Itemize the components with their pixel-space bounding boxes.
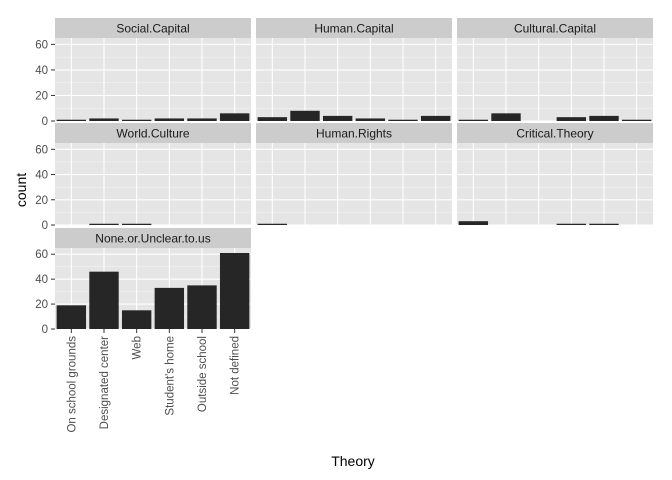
bar: [257, 223, 288, 225]
facet-panel: Human.Capital: [256, 18, 452, 122]
bar: [121, 119, 152, 121]
facet-strip: [256, 18, 452, 38]
panel-background: [457, 143, 653, 225]
y-tick-label: 20: [35, 195, 48, 207]
bar: [556, 117, 587, 121]
y-tick-label: 40: [35, 274, 48, 286]
bar: [322, 115, 353, 121]
bar: [187, 285, 217, 329]
facet-strip: [256, 123, 452, 143]
panel-background: [55, 38, 251, 121]
bar: [589, 115, 619, 121]
bar: [154, 287, 185, 329]
bar: [621, 119, 652, 121]
facet-panel: World.Culture 0 20 40 60: [35, 123, 251, 232]
bar: [89, 118, 119, 121]
y-tick-label: 0: [42, 220, 48, 232]
facet-panel: Critical.Theory: [457, 123, 653, 226]
y-tick-label: 0: [42, 116, 48, 128]
facet-strip-label: Social.Capital: [116, 22, 189, 36]
facet-panel: Social.Capital 0 20 40 60: [35, 18, 251, 128]
y-tick-label: 40: [35, 65, 48, 77]
panel-background: [457, 38, 653, 121]
y-tick-label: 60: [35, 144, 48, 156]
facet-strip-label: World.Culture: [116, 127, 189, 141]
y-axis-title: count: [13, 173, 29, 207]
x-axis-title: Theory: [331, 453, 375, 469]
facet-strip: [55, 228, 251, 248]
panel-background: [55, 248, 251, 329]
facet-strip-label: None.or.Unclear.to.us: [95, 232, 210, 246]
bar: [154, 118, 185, 121]
x-tick-label: Designated center: [99, 336, 111, 430]
facet-panel: Human.Rights: [256, 123, 452, 226]
facet-strip-label: Human.Rights: [316, 127, 392, 141]
panel-background: [256, 38, 452, 121]
facet-strip-label: Cultural.Capital: [514, 22, 596, 36]
bar: [121, 223, 152, 225]
y-tick-label: 40: [35, 170, 48, 182]
y-tick-label: 20: [35, 90, 48, 102]
facet-strip: [55, 123, 251, 143]
facet-strip: [55, 18, 251, 38]
x-tick-label: Not defined: [230, 336, 242, 395]
x-tick-label: Outside school: [197, 336, 209, 412]
bar: [458, 221, 489, 225]
y-tick-label: 0: [42, 324, 48, 336]
bar: [89, 271, 119, 329]
y-tick-label: 60: [35, 249, 48, 261]
facet-panel: None.or.Unclear.to.us 0 20 40 60 On school gr…: [35, 228, 251, 433]
panel-background: [55, 143, 251, 225]
bar: [290, 110, 320, 121]
facet-strip: [457, 18, 653, 38]
bar: [219, 113, 250, 121]
bar: [589, 223, 619, 225]
facet-strip: [457, 123, 653, 143]
facet-panel: Cultural.Capital: [457, 18, 653, 122]
x-tick-label: Web: [132, 336, 144, 359]
bar: [257, 117, 288, 121]
panel-background: [256, 143, 452, 225]
x-tick-label: On school grounds: [66, 336, 78, 433]
bar: [355, 118, 386, 121]
bar: [388, 119, 418, 121]
bar: [491, 113, 521, 121]
bar: [420, 115, 451, 121]
bar: [556, 223, 587, 225]
bar: [56, 305, 87, 329]
bar: [89, 223, 119, 225]
bar: [187, 118, 217, 121]
facet-strip-label: Human.Capital: [314, 22, 393, 36]
bar: [121, 310, 152, 329]
bar: [56, 119, 87, 121]
bar: [458, 119, 489, 121]
facet-panels: Social.Capital 0 20 40 60 Human.Capital Cultur…: [35, 18, 653, 433]
x-tick-label: Student's home: [164, 336, 176, 416]
bar: [219, 252, 250, 329]
y-tick-label: 20: [35, 299, 48, 311]
y-tick-label: 60: [35, 39, 48, 51]
facet-strip-label: Critical.Theory: [516, 127, 593, 141]
